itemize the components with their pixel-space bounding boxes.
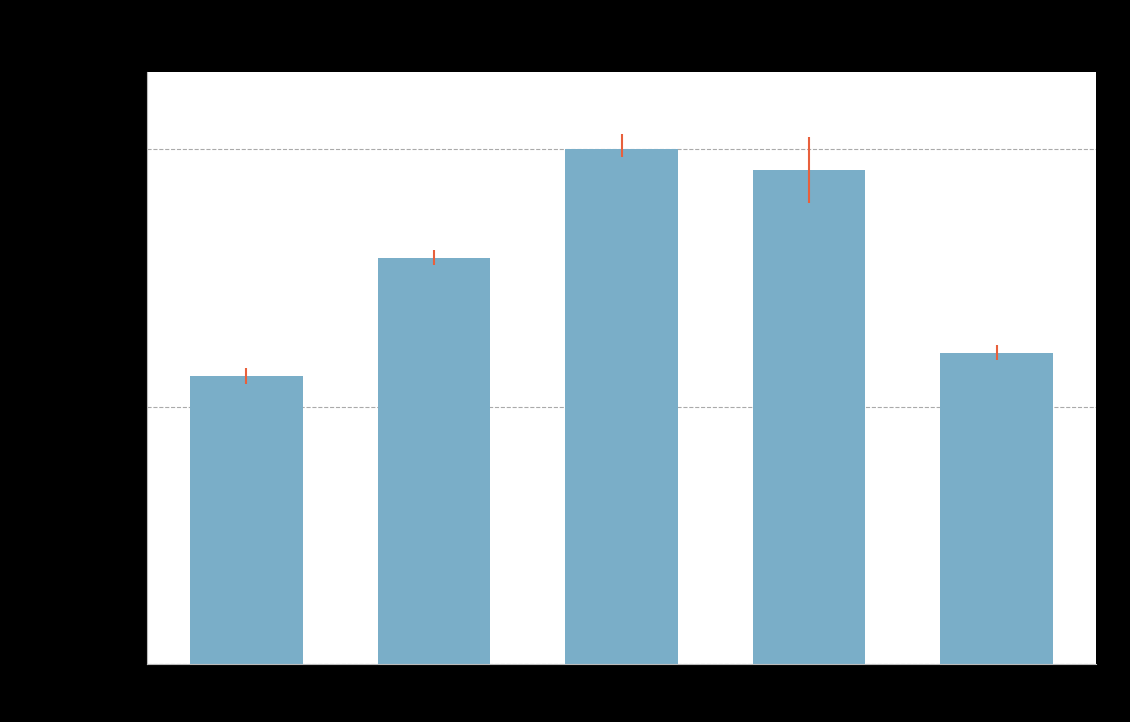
Y-axis label: Número de cópias: Número de cópias	[89, 255, 115, 482]
Bar	[565, 149, 678, 664]
Bar	[377, 258, 490, 664]
Bar	[940, 353, 1053, 664]
Bar	[753, 170, 866, 664]
Bar	[190, 376, 303, 664]
